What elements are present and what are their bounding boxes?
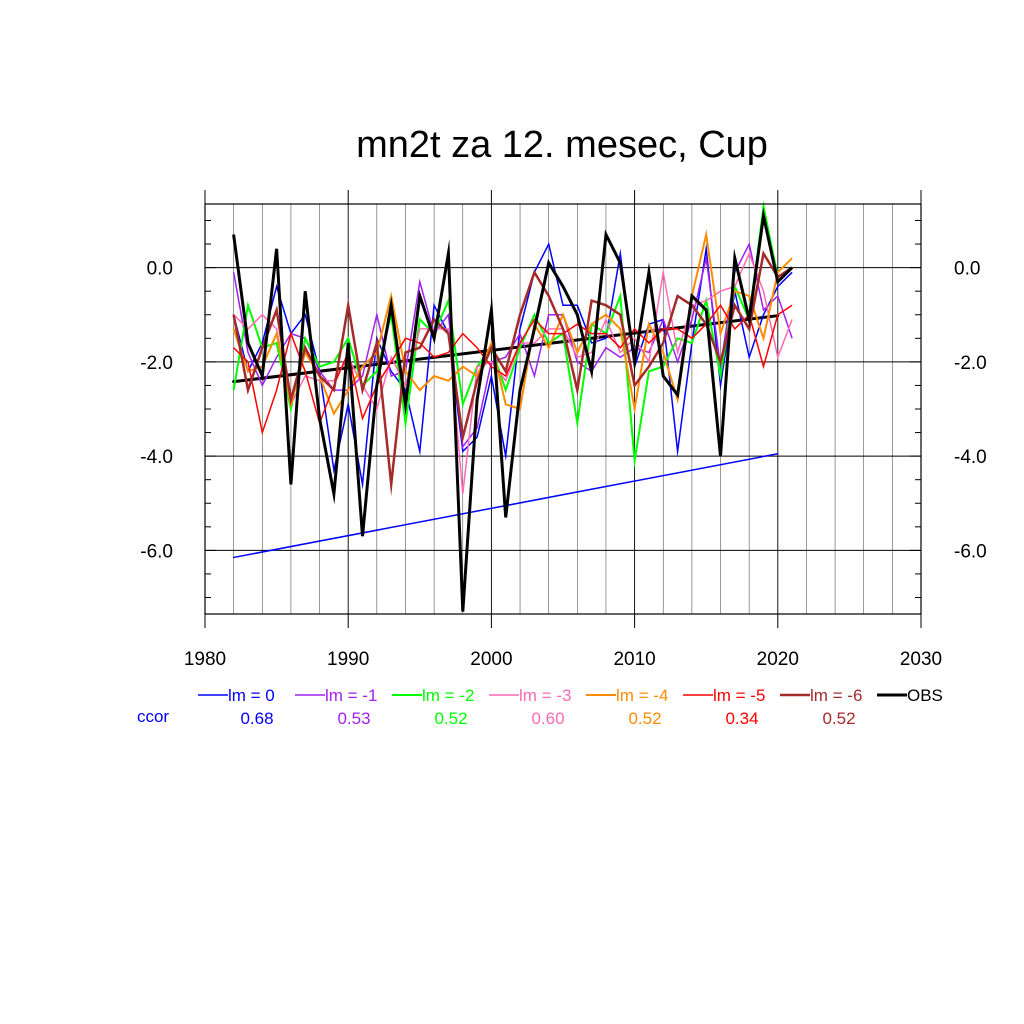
axis-ticks bbox=[204, 190, 922, 628]
y-tick-label-right: -2.0 bbox=[954, 353, 987, 374]
x-tick-label: 2020 bbox=[757, 649, 799, 670]
ccor-value: 0.52 bbox=[822, 709, 855, 728]
legend: lm = 0 0.68 lm = -1 0.53 lm = -2 0.52 lm = -3 0… bbox=[137, 686, 943, 728]
ccor-value: 0.53 bbox=[337, 709, 370, 728]
legend-label: OBS bbox=[907, 686, 943, 705]
series-line bbox=[232, 250, 793, 497]
axis-tick-labels: 1980 1990 2000 2010 2020 2030 0.0 0.0 -2.0 -2.0 -4… bbox=[140, 259, 987, 670]
x-tick-label: 2010 bbox=[613, 649, 655, 670]
ccor-value: 0.52 bbox=[434, 709, 467, 728]
y-tick-label-left: 0.0 bbox=[147, 259, 173, 280]
y-tick-label-left: -2.0 bbox=[140, 353, 173, 374]
series-line bbox=[232, 229, 793, 416]
x-tick-label: 1990 bbox=[327, 649, 369, 670]
ccor-value: 0.52 bbox=[628, 709, 661, 728]
series-lines bbox=[232, 200, 794, 612]
legend-label: lm = -4 bbox=[616, 686, 668, 705]
series-line bbox=[232, 207, 794, 612]
x-tick-label: 2000 bbox=[470, 649, 512, 670]
y-tick-label-left: -6.0 bbox=[140, 541, 173, 562]
legend-label: lm = -5 bbox=[713, 686, 765, 705]
y-tick-label-right: -4.0 bbox=[954, 447, 987, 468]
legend-label: lm = 0 bbox=[228, 686, 275, 705]
legend-label: lm = -1 bbox=[325, 686, 377, 705]
ccor-label: ccor bbox=[137, 707, 169, 726]
x-tick-label: 1980 bbox=[184, 649, 226, 670]
y-tick-label-left: -4.0 bbox=[140, 447, 173, 468]
ccor-value: 0.34 bbox=[725, 709, 758, 728]
legend-label: lm = -2 bbox=[422, 686, 474, 705]
legend-label: lm = -6 bbox=[810, 686, 862, 705]
legend-label: lm = -3 bbox=[519, 686, 571, 705]
y-tick-label-right: 0.0 bbox=[954, 259, 980, 280]
ccor-value: 0.60 bbox=[531, 709, 564, 728]
x-tick-label: 2030 bbox=[900, 649, 942, 670]
ccor-value: 0.68 bbox=[240, 709, 273, 728]
y-tick-label-right: -6.0 bbox=[954, 541, 987, 562]
series-line bbox=[232, 200, 793, 469]
series-line bbox=[233, 303, 793, 436]
chart-title: mn2t za 12. mesec, Cup bbox=[356, 124, 768, 166]
series-line bbox=[232, 241, 793, 490]
